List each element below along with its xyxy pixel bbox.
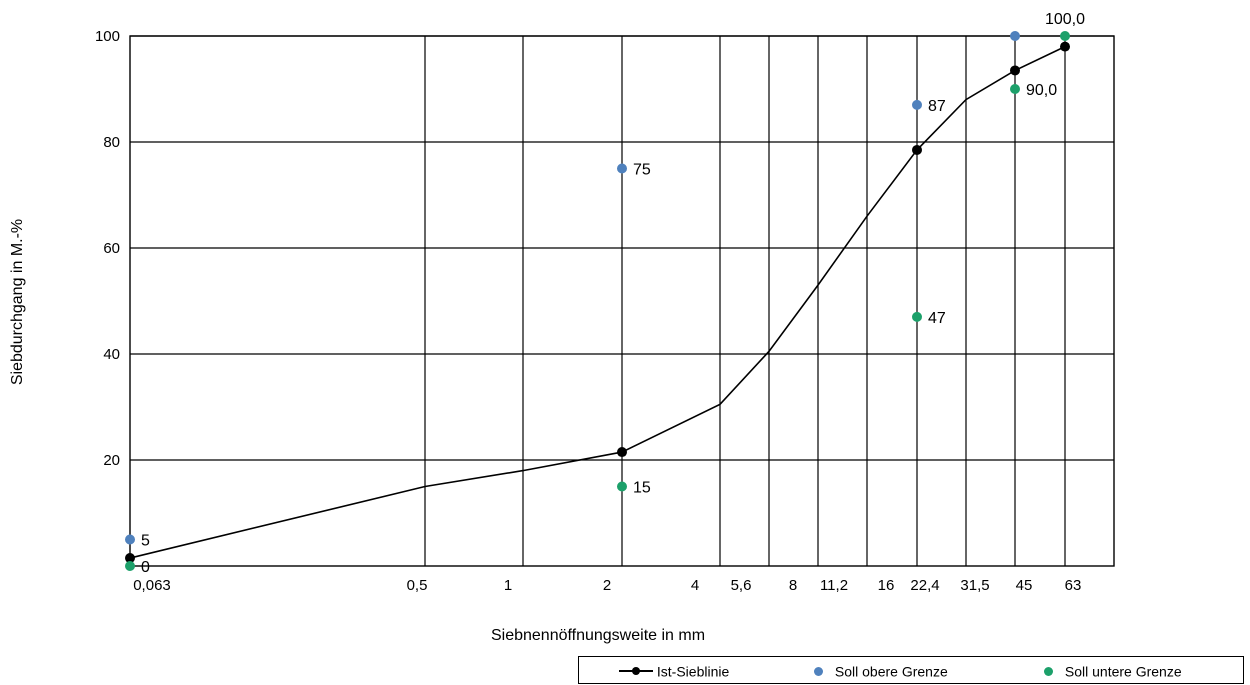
legend-item-soll-obere-grenze: Soll obere Grenze bbox=[814, 657, 948, 683]
soll-untere-grenze-point bbox=[125, 561, 135, 571]
plot-border bbox=[129, 35, 1115, 567]
x-tick-label: 45 bbox=[1016, 577, 1033, 594]
soll-untere-grenze-data-label: 100,0 bbox=[1045, 11, 1085, 28]
ist-sieblinie-point bbox=[1060, 41, 1070, 52]
y-tick-label: 100 bbox=[95, 28, 120, 45]
soll-untere-grenze-data-label: 15 bbox=[633, 480, 651, 497]
x-tick-label: 31,5 bbox=[960, 577, 989, 594]
x-tick-label: 11,2 bbox=[820, 577, 848, 594]
ist-sieblinie-point bbox=[912, 144, 922, 155]
y-tick-label: 80 bbox=[103, 134, 120, 151]
legend-item-ist-sieblinie: Ist-Sieblinie bbox=[619, 657, 729, 683]
x-tick-labels: 0,063 0,5 1 2 4 5,6 8 11,2 16 22,4 31,5 45 63 bbox=[133, 577, 1081, 594]
x-tick-label: 0,063 bbox=[133, 577, 171, 594]
ist-sieblinie-point bbox=[617, 447, 627, 458]
legend-label: Soll obere Grenze bbox=[834, 663, 948, 680]
soll-untere-grenze-point bbox=[1010, 84, 1020, 94]
soll-obere-grenze-data-label: 75 bbox=[633, 162, 651, 179]
x-axis-title: Siebnennöffnungsweite in mm bbox=[491, 627, 705, 644]
soll-untere-grenze-data-label: 47 bbox=[928, 310, 946, 327]
y-tick-label: 20 bbox=[103, 452, 120, 469]
legend-dot-icon bbox=[1044, 666, 1053, 676]
soll-untere-grenze-data-label: 0 bbox=[141, 559, 150, 576]
soll-untere-grenze-point bbox=[912, 311, 922, 322]
x-tick-label: 63 bbox=[1065, 577, 1082, 594]
soll-obere-grenze-point bbox=[617, 163, 627, 174]
ist-sieblinie-line bbox=[129, 45, 1066, 559]
x-tick-label: 2 bbox=[603, 577, 611, 594]
legend: Ist-Sieblinie Soll obere Grenze Soll unt… bbox=[578, 656, 1244, 684]
x-tick-label: 0,5 bbox=[407, 577, 428, 594]
soll-obere-grenze-data-label: 5 bbox=[141, 533, 150, 550]
y-tick-label: 40 bbox=[103, 346, 120, 363]
y-tick-label: 60 bbox=[103, 240, 120, 257]
x-tick-label: 22,4 bbox=[910, 577, 939, 594]
legend-item-soll-untere-grenze: Soll untere Grenze bbox=[1044, 657, 1182, 683]
x-tick-label: 8 bbox=[789, 577, 797, 594]
soll-obere-grenze-point bbox=[912, 99, 922, 110]
y-axis-title: Siebdurchgang in M.-% bbox=[9, 219, 26, 385]
x-tick-label: 5,6 bbox=[731, 577, 752, 594]
x-tick-label: 1 bbox=[504, 577, 512, 594]
series-layer bbox=[125, 31, 1070, 571]
soll-obere-grenze-data-label: 87 bbox=[928, 98, 946, 115]
x-tick-label: 4 bbox=[691, 577, 699, 594]
soll-obere-grenze-point bbox=[1010, 31, 1020, 41]
data-labels-layer: 5 75 87 0 15 47 90,0 100,0 bbox=[141, 11, 1085, 576]
legend-dot-icon bbox=[814, 666, 823, 676]
legend-label: Ist-Sieblinie bbox=[656, 663, 730, 680]
ist-sieblinie-point bbox=[1010, 65, 1020, 76]
x-tick-label: 16 bbox=[878, 577, 895, 594]
legend-label: Soll untere Grenze bbox=[1064, 663, 1182, 680]
soll-untere-grenze-data-label: 90,0 bbox=[1026, 82, 1057, 99]
soll-untere-grenze-point bbox=[617, 481, 627, 492]
ist-sieblinie-point bbox=[125, 553, 135, 564]
y-tick-labels: 20 40 60 80 100 bbox=[95, 28, 120, 469]
soll-untere-grenze-point bbox=[1060, 31, 1070, 41]
soll-obere-grenze-point bbox=[125, 534, 135, 545]
legend-line-marker-icon bbox=[619, 666, 653, 676]
plot-frame bbox=[129, 35, 1115, 567]
